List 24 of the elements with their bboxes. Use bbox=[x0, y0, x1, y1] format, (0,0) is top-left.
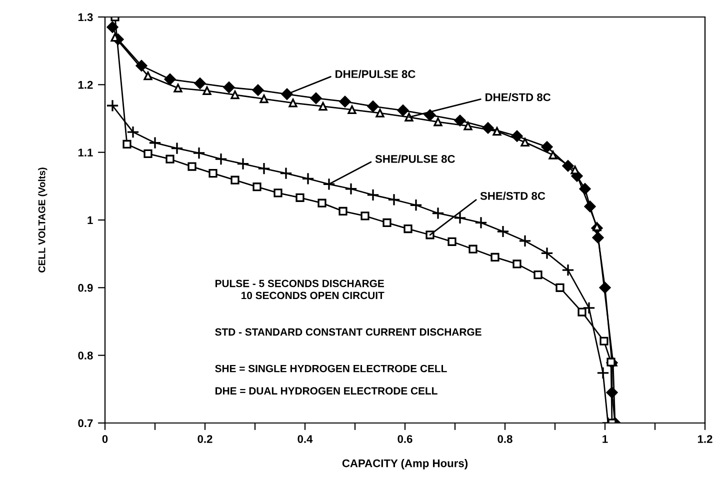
x-tick-label: 0.4 bbox=[298, 435, 313, 443]
y-tick-label: 1 bbox=[88, 216, 93, 224]
text: SHE/PULSE 8C bbox=[375, 154, 455, 164]
annotation: STD - STANDARD CONSTANT CURRENT DISCHARGE bbox=[215, 328, 482, 336]
x-axis-title: CAPACITY (Amp Hours) bbox=[342, 459, 468, 470]
y-tick-label: 1.3 bbox=[78, 13, 93, 22]
x-tick-label: 1 bbox=[602, 435, 608, 443]
y-tick-label: 1.2 bbox=[78, 80, 93, 89]
annotation: PULSE - 5 SECONDS DISCHARGE 10 SECONDS OPEN CIRCUIT bbox=[215, 280, 384, 300]
text: SHE/STD 8C bbox=[480, 192, 546, 200]
y-tick-label: 0.8 bbox=[78, 352, 93, 360]
annotation: DHE = DUAL HYDROGEN ELECTRODE CELL bbox=[215, 387, 438, 395]
x-tick-label: 0.8 bbox=[498, 435, 512, 443]
series-label: DHE/PULSE 8C bbox=[336, 70, 416, 78]
y-tick-label: 0.9 bbox=[78, 284, 93, 292]
x-tick-label: 1.2 bbox=[698, 435, 712, 443]
text: DHE/STD 8C bbox=[486, 93, 551, 102]
annotation: SHE = SINGLE HYDROGEN ELECTRODE CELL bbox=[215, 364, 447, 372]
y-tick-label: 1.1 bbox=[78, 148, 93, 156]
x-tick-label: 0 bbox=[102, 435, 108, 443]
x-tick-label: 0.6 bbox=[398, 435, 412, 443]
y-tick-label: 0.7 bbox=[78, 419, 93, 428]
x-tick-label: 0.2 bbox=[198, 435, 212, 443]
y-axis-title: CELL VOLTAGE (Volts) bbox=[38, 168, 48, 272]
